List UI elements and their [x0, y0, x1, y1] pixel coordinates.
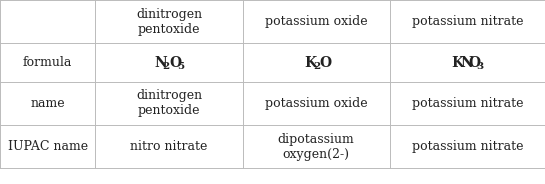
Text: potassium nitrate: potassium nitrate [411, 97, 523, 110]
Text: IUPAC name: IUPAC name [8, 140, 88, 153]
Text: 2: 2 [313, 62, 320, 71]
Text: 3: 3 [477, 62, 484, 71]
Text: K: K [452, 56, 464, 70]
Text: O: O [468, 56, 481, 70]
Text: dinitrogen
pentoxide: dinitrogen pentoxide [136, 89, 202, 118]
Text: potassium oxide: potassium oxide [265, 15, 367, 28]
Text: formula: formula [23, 56, 72, 69]
Text: N: N [154, 56, 167, 70]
Text: 5: 5 [177, 62, 184, 71]
Text: potassium nitrate: potassium nitrate [411, 140, 523, 153]
Text: dinitrogen
pentoxide: dinitrogen pentoxide [136, 8, 202, 36]
Text: 2: 2 [163, 62, 170, 71]
Text: N: N [460, 56, 473, 70]
Text: nitro nitrate: nitro nitrate [130, 140, 208, 153]
Text: potassium oxide: potassium oxide [265, 97, 367, 110]
Text: dipotassium
oxygen(2-): dipotassium oxygen(2-) [278, 133, 354, 161]
Text: O: O [319, 56, 331, 70]
Text: K: K [305, 56, 317, 70]
Text: name: name [31, 97, 65, 110]
Text: potassium nitrate: potassium nitrate [411, 15, 523, 28]
Text: O: O [169, 56, 181, 70]
